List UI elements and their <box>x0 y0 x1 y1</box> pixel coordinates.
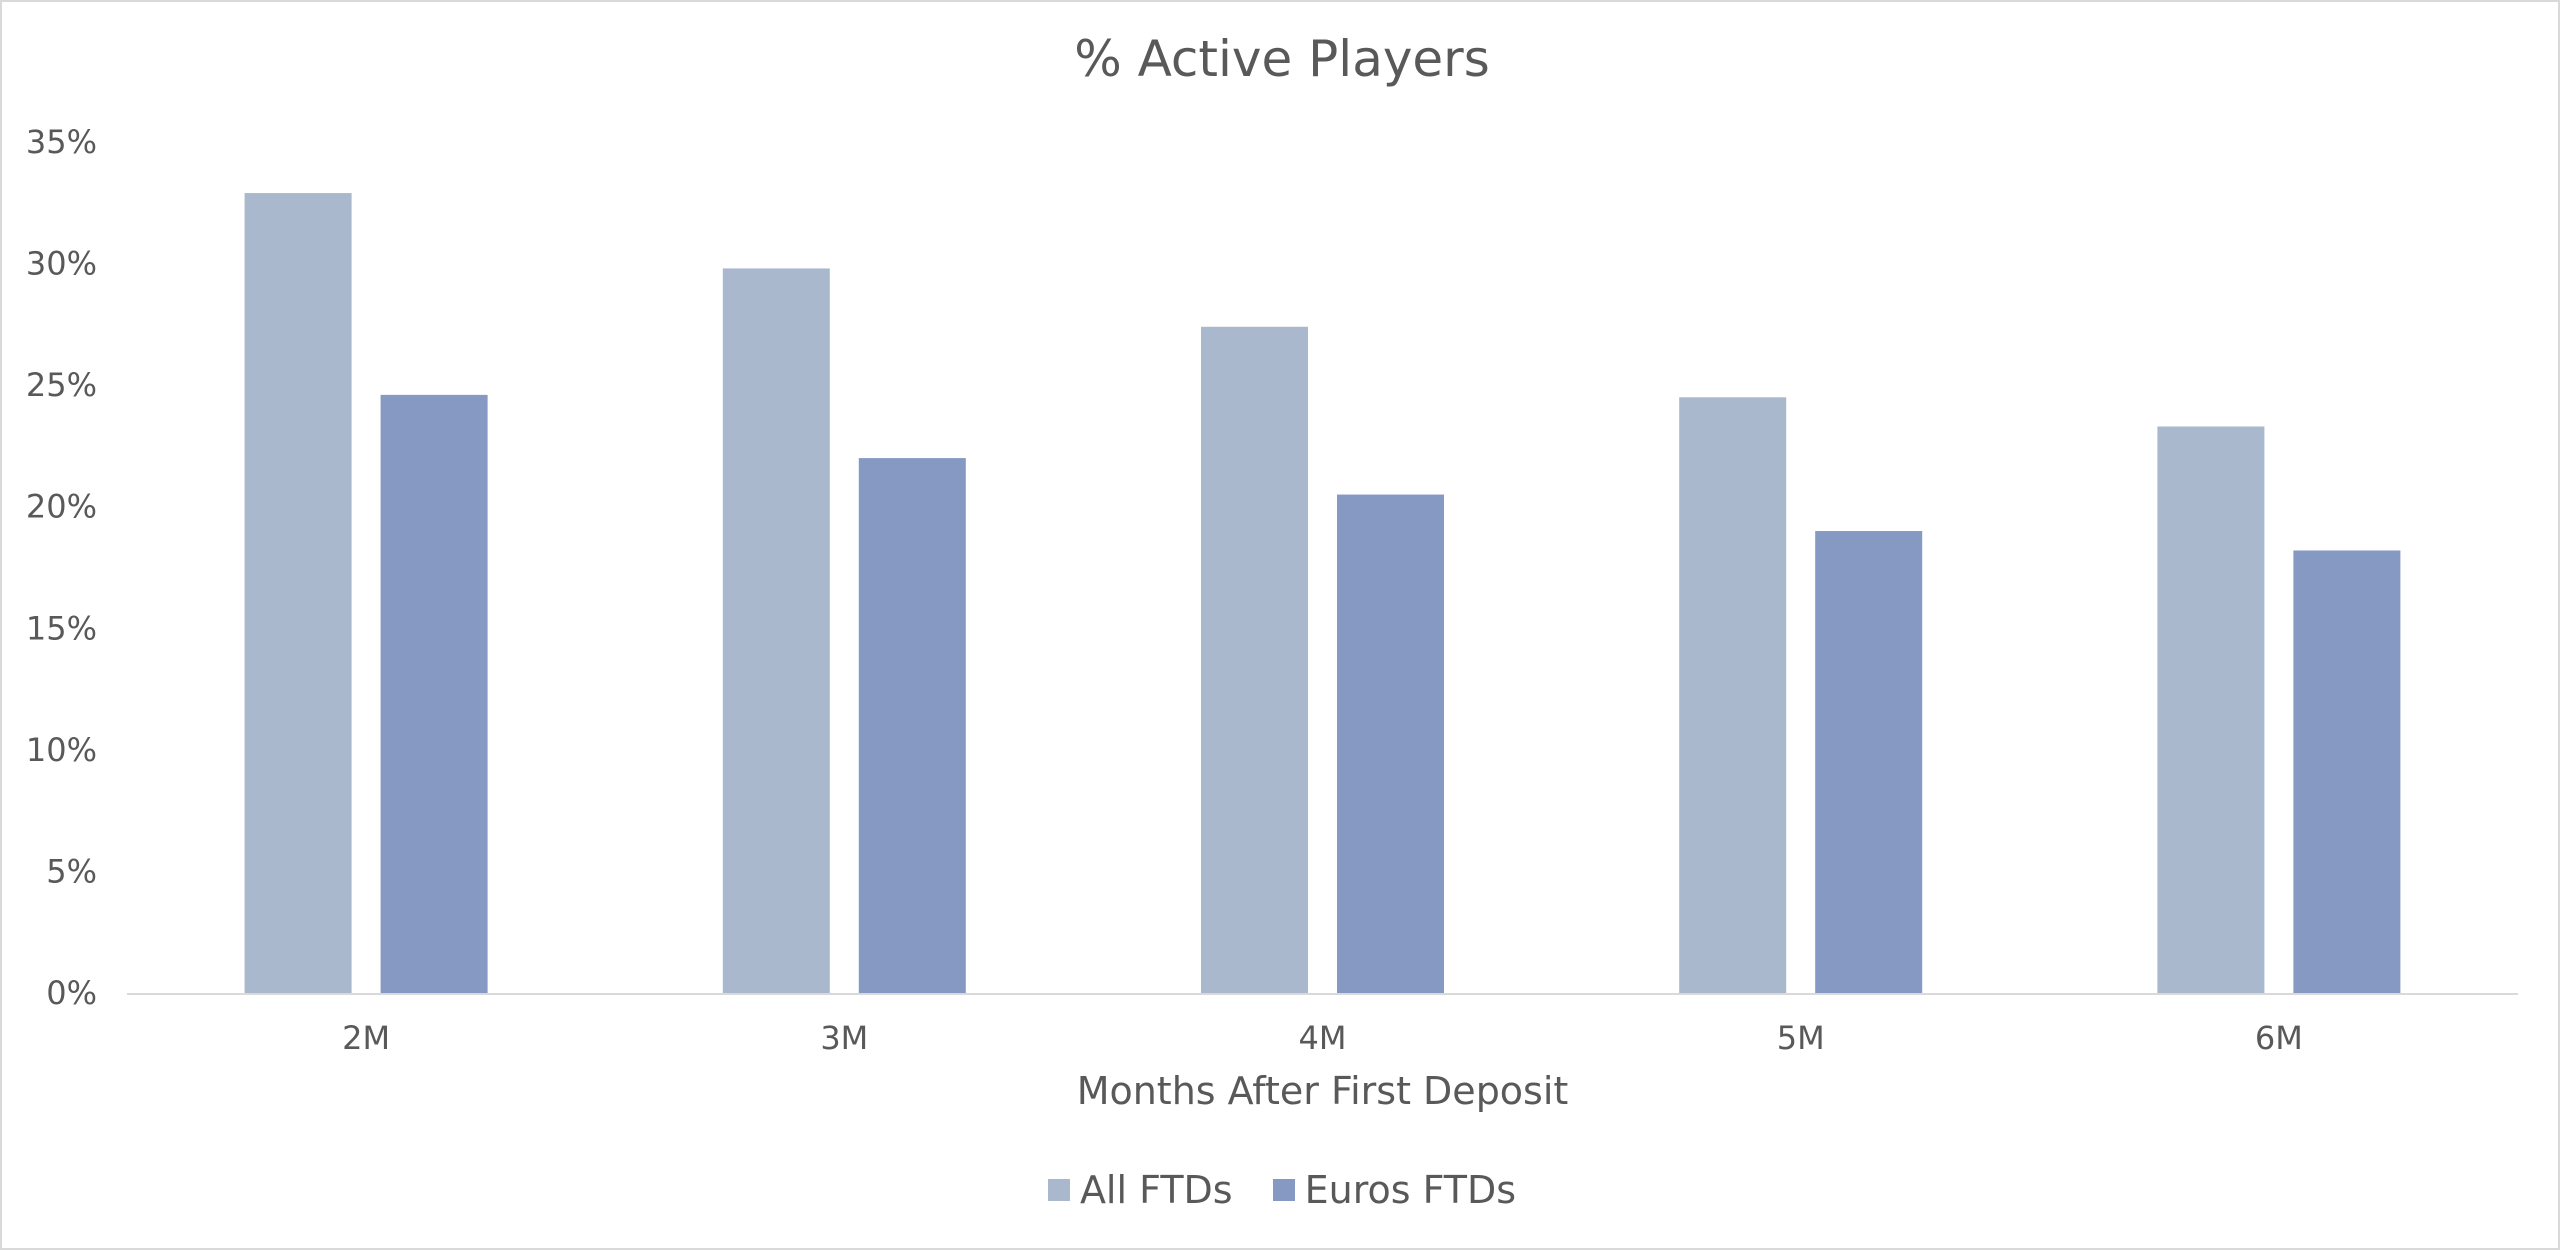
bar-all-ftds <box>1201 326 1308 993</box>
x-tick-label: 6M <box>2255 1019 2303 1057</box>
bar-all-ftds <box>722 268 830 993</box>
legend-swatch-all-ftds <box>1047 1179 1070 1201</box>
y-tick-label: 10% <box>26 731 97 769</box>
x-tick-label: 4M <box>1299 1019 1347 1057</box>
bar-group <box>1679 397 1923 993</box>
y-tick-label: 25% <box>26 366 97 404</box>
x-axis-title: Months After First Deposit <box>1077 1069 1569 1113</box>
x-tick-label: 5M <box>1777 1019 1825 1057</box>
legend-item-all-ftds: All FTDs <box>1047 1168 1233 1212</box>
y-tick-label: 15% <box>26 609 97 647</box>
x-tick-label: 3M <box>820 1019 868 1057</box>
legend: All FTDs Euros FTDs <box>2 1168 2560 1212</box>
bar-group <box>722 268 966 994</box>
bar-all-ftds <box>1679 397 1787 993</box>
y-tick-label: 20% <box>26 488 97 526</box>
chart-title: % Active Players <box>1074 30 1490 88</box>
bar-euros-ftds <box>380 394 488 994</box>
y-tick-label: 30% <box>26 245 97 283</box>
bar-group <box>2157 426 2401 993</box>
x-axis: 2M 3M 4M 5M 6M <box>342 1019 2303 1057</box>
y-tick-label: 0% <box>46 974 97 1012</box>
bar-group <box>244 193 488 994</box>
bar-euros-ftds <box>1337 494 1444 993</box>
y-tick-label: 35% <box>26 123 97 161</box>
y-axis: 0% 5% 10% 15% 20% 25% 30% 35% <box>26 123 97 1012</box>
bar-all-ftds <box>244 193 352 993</box>
bar-euros-ftds <box>1815 531 1923 993</box>
bar-all-ftds <box>2157 426 2265 993</box>
y-tick-label: 5% <box>46 852 97 890</box>
bar-euros-ftds <box>2293 550 2401 993</box>
bar-groups <box>244 193 2401 994</box>
bar-euros-ftds <box>858 458 966 994</box>
legend-label-euros-ftds: Euros FTDs <box>1304 1168 1517 1212</box>
legend-swatch-euros-ftds <box>1272 1179 1295 1201</box>
legend-item-euros-ftds: Euros FTDs <box>1272 1168 1517 1212</box>
x-tick-label: 2M <box>342 1019 390 1057</box>
legend-label-all-ftds: All FTDs <box>1079 1168 1233 1212</box>
bar-group <box>1201 326 1444 993</box>
